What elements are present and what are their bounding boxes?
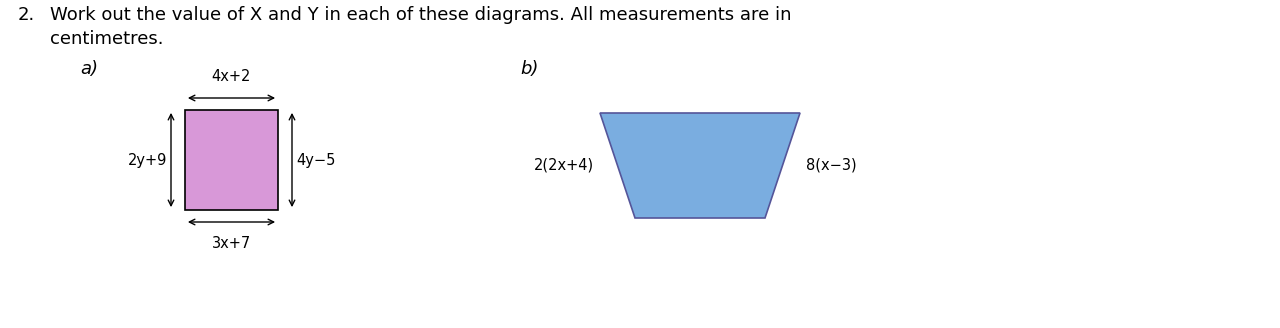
Polygon shape	[600, 113, 800, 218]
Text: a): a)	[79, 60, 99, 78]
Text: 2.: 2.	[18, 6, 36, 24]
Text: 2(2x+4): 2(2x+4)	[534, 158, 594, 173]
Bar	[186, 110, 278, 210]
Text: 8(x−3): 8(x−3)	[806, 158, 856, 173]
Text: 3x+7: 3x+7	[212, 236, 251, 251]
Text: 4x+2: 4x+2	[211, 69, 251, 84]
Text: Work out the value of X and Y in each of these diagrams. All measurements are in: Work out the value of X and Y in each of…	[50, 6, 791, 24]
Text: 2y+9: 2y+9	[128, 153, 166, 168]
Text: b): b)	[520, 60, 539, 78]
Text: centimetres.: centimetres.	[50, 30, 164, 48]
Text: 4y−5: 4y−5	[296, 153, 335, 168]
